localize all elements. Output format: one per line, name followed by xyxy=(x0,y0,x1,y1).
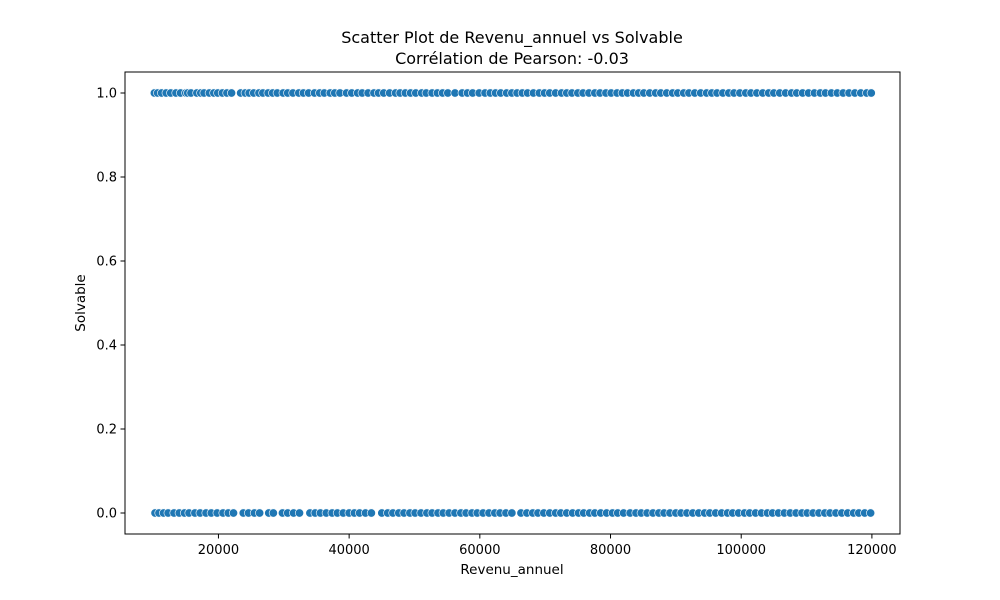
y-tick-label: 1.0 xyxy=(96,87,117,102)
x-axis-label: Revenu_annuel xyxy=(460,562,563,578)
data-point xyxy=(268,508,278,518)
y-axis-label: Solvable xyxy=(73,274,89,331)
chart-subtitle: Corrélation de Pearson: -0.03 xyxy=(395,49,629,68)
x-tick-label: 120000 xyxy=(847,543,897,558)
y-tick-label: 0.6 xyxy=(96,255,117,270)
y-tick-label: 0.2 xyxy=(96,423,117,438)
data-point xyxy=(294,508,304,518)
chart-title: Scatter Plot de Revenu_annuel vs Solvabl… xyxy=(341,28,683,48)
data-point xyxy=(227,88,237,98)
x-tick-label: 20000 xyxy=(198,543,239,558)
data-point xyxy=(228,508,238,518)
data-point xyxy=(866,508,876,518)
data-point xyxy=(507,508,517,518)
x-tick-label: 60000 xyxy=(459,543,500,558)
data-point xyxy=(866,88,876,98)
x-tick-label: 80000 xyxy=(590,543,631,558)
plot-frame xyxy=(124,71,901,535)
data-point xyxy=(366,508,376,518)
x-tick-label: 40000 xyxy=(328,543,369,558)
y-tick-label: 0.8 xyxy=(96,171,117,186)
data-points xyxy=(149,88,876,518)
x-tick-label: 100000 xyxy=(716,543,766,558)
y-axis-ticks: 0.0 0.2 0.4 0.6 0.8 1.0 xyxy=(96,87,125,522)
x-axis-ticks: 20000 40000 60000 80000 100000 120000 xyxy=(198,534,897,558)
y-tick-label: 0.0 xyxy=(96,507,117,522)
y-tick-label: 0.4 xyxy=(96,339,117,354)
data-point xyxy=(255,508,265,518)
